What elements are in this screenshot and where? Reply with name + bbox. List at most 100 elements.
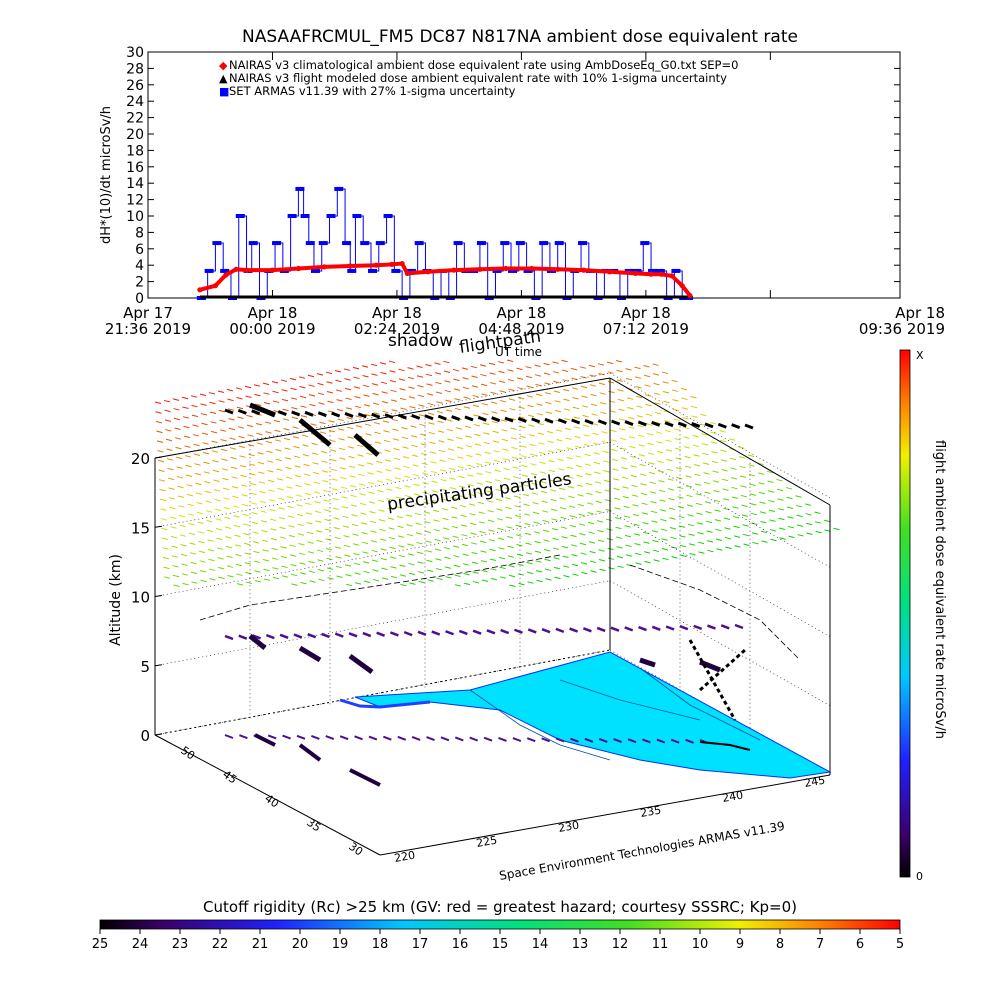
particle-tick [333, 517, 340, 520]
particle-tick [316, 373, 324, 376]
particle-tick [384, 459, 392, 462]
particle-tick [315, 520, 322, 523]
particle-tick [646, 433, 654, 436]
particle-tick [359, 493, 366, 496]
particle-tick [237, 416, 244, 419]
particle-tick [443, 360, 450, 364]
particle-tick [544, 382, 551, 385]
particle-tick [223, 507, 231, 510]
particle-tick [743, 543, 750, 546]
particle-tick [315, 530, 323, 533]
particle-tick [674, 438, 681, 441]
rigidity-tick-label: 23 [172, 937, 189, 952]
right-top-edge [609, 377, 831, 506]
particle-tick [678, 515, 685, 519]
particle-tick [613, 497, 621, 501]
particle-tick [407, 367, 414, 370]
particle-tick [216, 537, 223, 541]
particle-tick [575, 465, 583, 468]
altitude-gridline [154, 372, 611, 459]
particle-tick [236, 397, 243, 400]
particle-tick [494, 479, 502, 482]
particle-tick [629, 455, 637, 459]
particle-tick [254, 393, 261, 397]
particle-tick [507, 378, 515, 382]
particle-tick [513, 485, 520, 489]
particle-tick [232, 505, 240, 508]
particle-tick [506, 526, 513, 529]
particle-tick [270, 528, 277, 531]
particle-tick [548, 469, 556, 473]
particle-tick [650, 501, 657, 504]
particle-tick [317, 392, 325, 396]
particle-tick [400, 583, 407, 587]
particle-tick [425, 373, 433, 377]
particle-tick [300, 581, 307, 585]
particle-tick [259, 500, 267, 504]
particle-tick [626, 397, 634, 400]
particle-tick [528, 424, 535, 427]
particle-tick [426, 559, 433, 563]
particle-tick [155, 420, 163, 424]
particle-tick [665, 439, 672, 443]
particle-tick [533, 531, 541, 534]
particle-tick [408, 396, 416, 399]
particle-tick [401, 436, 409, 440]
particle-tick [281, 565, 288, 569]
particle-tick [731, 486, 738, 490]
particle-tick [719, 439, 727, 443]
particle-tick [713, 499, 721, 503]
particle-tick [326, 391, 334, 394]
particle-tick [418, 580, 425, 584]
particle-tick [543, 372, 551, 376]
particle-tick [212, 469, 220, 473]
annotation-precipitating-particles: precipitating particles [386, 469, 573, 515]
particle-tick [833, 527, 840, 531]
particle-tick [211, 440, 218, 444]
particle-tick [641, 502, 648, 506]
particle-tick [544, 392, 552, 395]
particle-tick [473, 414, 480, 417]
particle-tick [339, 457, 346, 460]
particle-tick [690, 405, 698, 409]
particle-tick [677, 505, 685, 509]
particle-tick [473, 424, 481, 427]
particle-tick [226, 565, 234, 568]
particle-tick [620, 457, 628, 460]
particle-tick [209, 578, 216, 581]
particle-tick [577, 494, 584, 497]
particle-tick [260, 520, 268, 523]
particle-tick [680, 554, 687, 558]
particle-tick [625, 377, 633, 381]
series-nairas-climatological-point [404, 270, 410, 276]
particle-tick [572, 573, 579, 576]
particle-tick [814, 511, 821, 514]
series-armas-marker [505, 241, 510, 246]
flightpath-tick [706, 624, 716, 630]
y-tick-label: 18 [126, 143, 144, 159]
particle-tick [676, 486, 684, 490]
particle-tick [414, 503, 421, 506]
particle-tick [218, 576, 225, 580]
particle-tick [580, 376, 587, 379]
series-armas-marker [209, 268, 214, 273]
particle-tick [380, 371, 387, 375]
rigidity-tick-label: 25 [92, 937, 109, 952]
particle-tick [163, 399, 171, 403]
flightpath-tick [638, 625, 647, 632]
particle-tick [283, 437, 291, 441]
particle-tick [386, 498, 394, 501]
particle-tick [284, 457, 292, 460]
particle-tick [425, 363, 432, 367]
particle-tick [427, 579, 434, 582]
state-borders [469, 667, 761, 761]
flightpath-tick [734, 623, 744, 630]
y-tick-label: 12 [126, 193, 144, 209]
flightpath-tick [252, 634, 262, 640]
particle-tick [555, 429, 563, 432]
particle-tick [663, 400, 670, 404]
legend-symbol: ■ [219, 85, 229, 98]
particle-tick [662, 391, 670, 394]
particle-tick [217, 390, 225, 393]
